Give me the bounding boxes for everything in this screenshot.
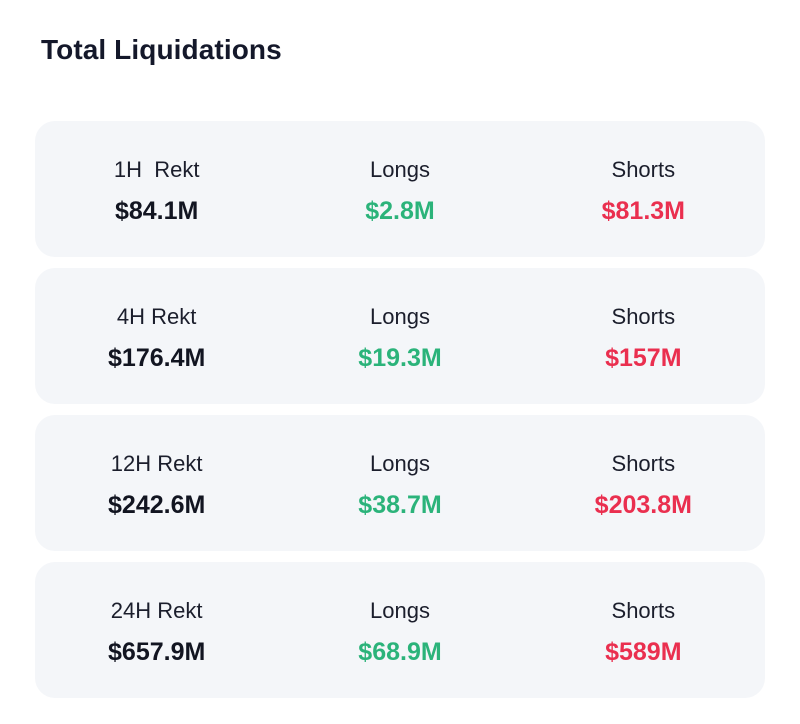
shorts-column: Shorts $157M	[522, 268, 765, 404]
liquidation-card-12h: 12H Rekt $242.6M Longs $38.7M Shorts $20…	[35, 415, 765, 551]
total-column: 12H Rekt $242.6M	[35, 415, 278, 551]
liquidation-card-24h: 24H Rekt $657.9M Longs $68.9M Shorts $58…	[35, 562, 765, 698]
total-column: 24H Rekt $657.9M	[35, 562, 278, 698]
total-value: $84.1M	[114, 197, 199, 225]
shorts-value: $157M	[605, 344, 682, 372]
total-value: $176.4M	[108, 344, 206, 372]
period-label: 24H Rekt	[110, 598, 203, 623]
total-value: $657.9M	[108, 638, 206, 666]
shorts-column: Shorts $81.3M	[522, 121, 765, 257]
period-label: 4H Rekt	[116, 304, 197, 329]
total-column: 1H Rekt $84.1M	[35, 121, 278, 257]
total-value: $242.6M	[108, 491, 206, 519]
liquidation-card-4h: 4H Rekt $176.4M Longs $19.3M Shorts $157…	[35, 268, 765, 404]
longs-column: Longs $19.3M	[278, 268, 521, 404]
liquidation-cards: 1H Rekt $84.1M Longs $2.8M Shorts $81.3M…	[35, 121, 765, 709]
longs-value: $19.3M	[358, 344, 442, 372]
longs-value: $68.9M	[358, 638, 442, 666]
shorts-column: Shorts $589M	[522, 562, 765, 698]
shorts-value: $589M	[605, 638, 682, 666]
longs-value: $2.8M	[365, 197, 435, 225]
shorts-value: $203.8M	[594, 491, 692, 519]
shorts-label: Shorts	[611, 598, 676, 623]
longs-column: Longs $38.7M	[278, 415, 521, 551]
period-label: 12H Rekt	[110, 451, 203, 476]
shorts-label: Shorts	[611, 157, 676, 182]
longs-label: Longs	[370, 598, 430, 623]
longs-label: Longs	[370, 451, 430, 476]
longs-column: Longs $2.8M	[278, 121, 521, 257]
total-column: 4H Rekt $176.4M	[35, 268, 278, 404]
longs-label: Longs	[370, 304, 430, 329]
shorts-column: Shorts $203.8M	[522, 415, 765, 551]
liquidation-card-1h: 1H Rekt $84.1M Longs $2.8M Shorts $81.3M	[35, 121, 765, 257]
period-label: 1H Rekt	[113, 157, 200, 182]
longs-value: $38.7M	[358, 491, 442, 519]
shorts-value: $81.3M	[601, 197, 686, 225]
shorts-label: Shorts	[611, 304, 676, 329]
longs-column: Longs $68.9M	[278, 562, 521, 698]
shorts-label: Shorts	[611, 451, 676, 476]
longs-label: Longs	[370, 157, 430, 182]
page-title: Total Liquidations	[41, 34, 282, 65]
